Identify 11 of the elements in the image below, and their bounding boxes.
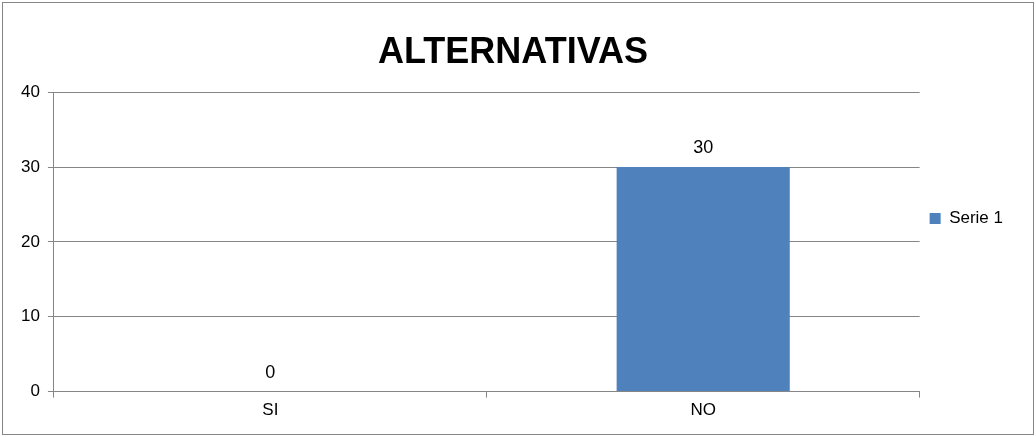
y-tick-label: 40 — [20, 81, 40, 101]
data-label: 30 — [693, 137, 714, 158]
x-tick-label: SI — [262, 400, 279, 420]
chart-title: ALTERNATIVAS — [378, 29, 648, 71]
y-tick-label: 0 — [30, 381, 40, 401]
y-tick-label: 10 — [20, 306, 40, 326]
legend-label: Serie 1 — [949, 208, 1004, 228]
x-tick-label: NO — [690, 400, 716, 420]
y-tick-label: 30 — [20, 156, 40, 176]
y-tick-label: 20 — [20, 231, 40, 251]
data-label: 0 — [265, 361, 276, 382]
